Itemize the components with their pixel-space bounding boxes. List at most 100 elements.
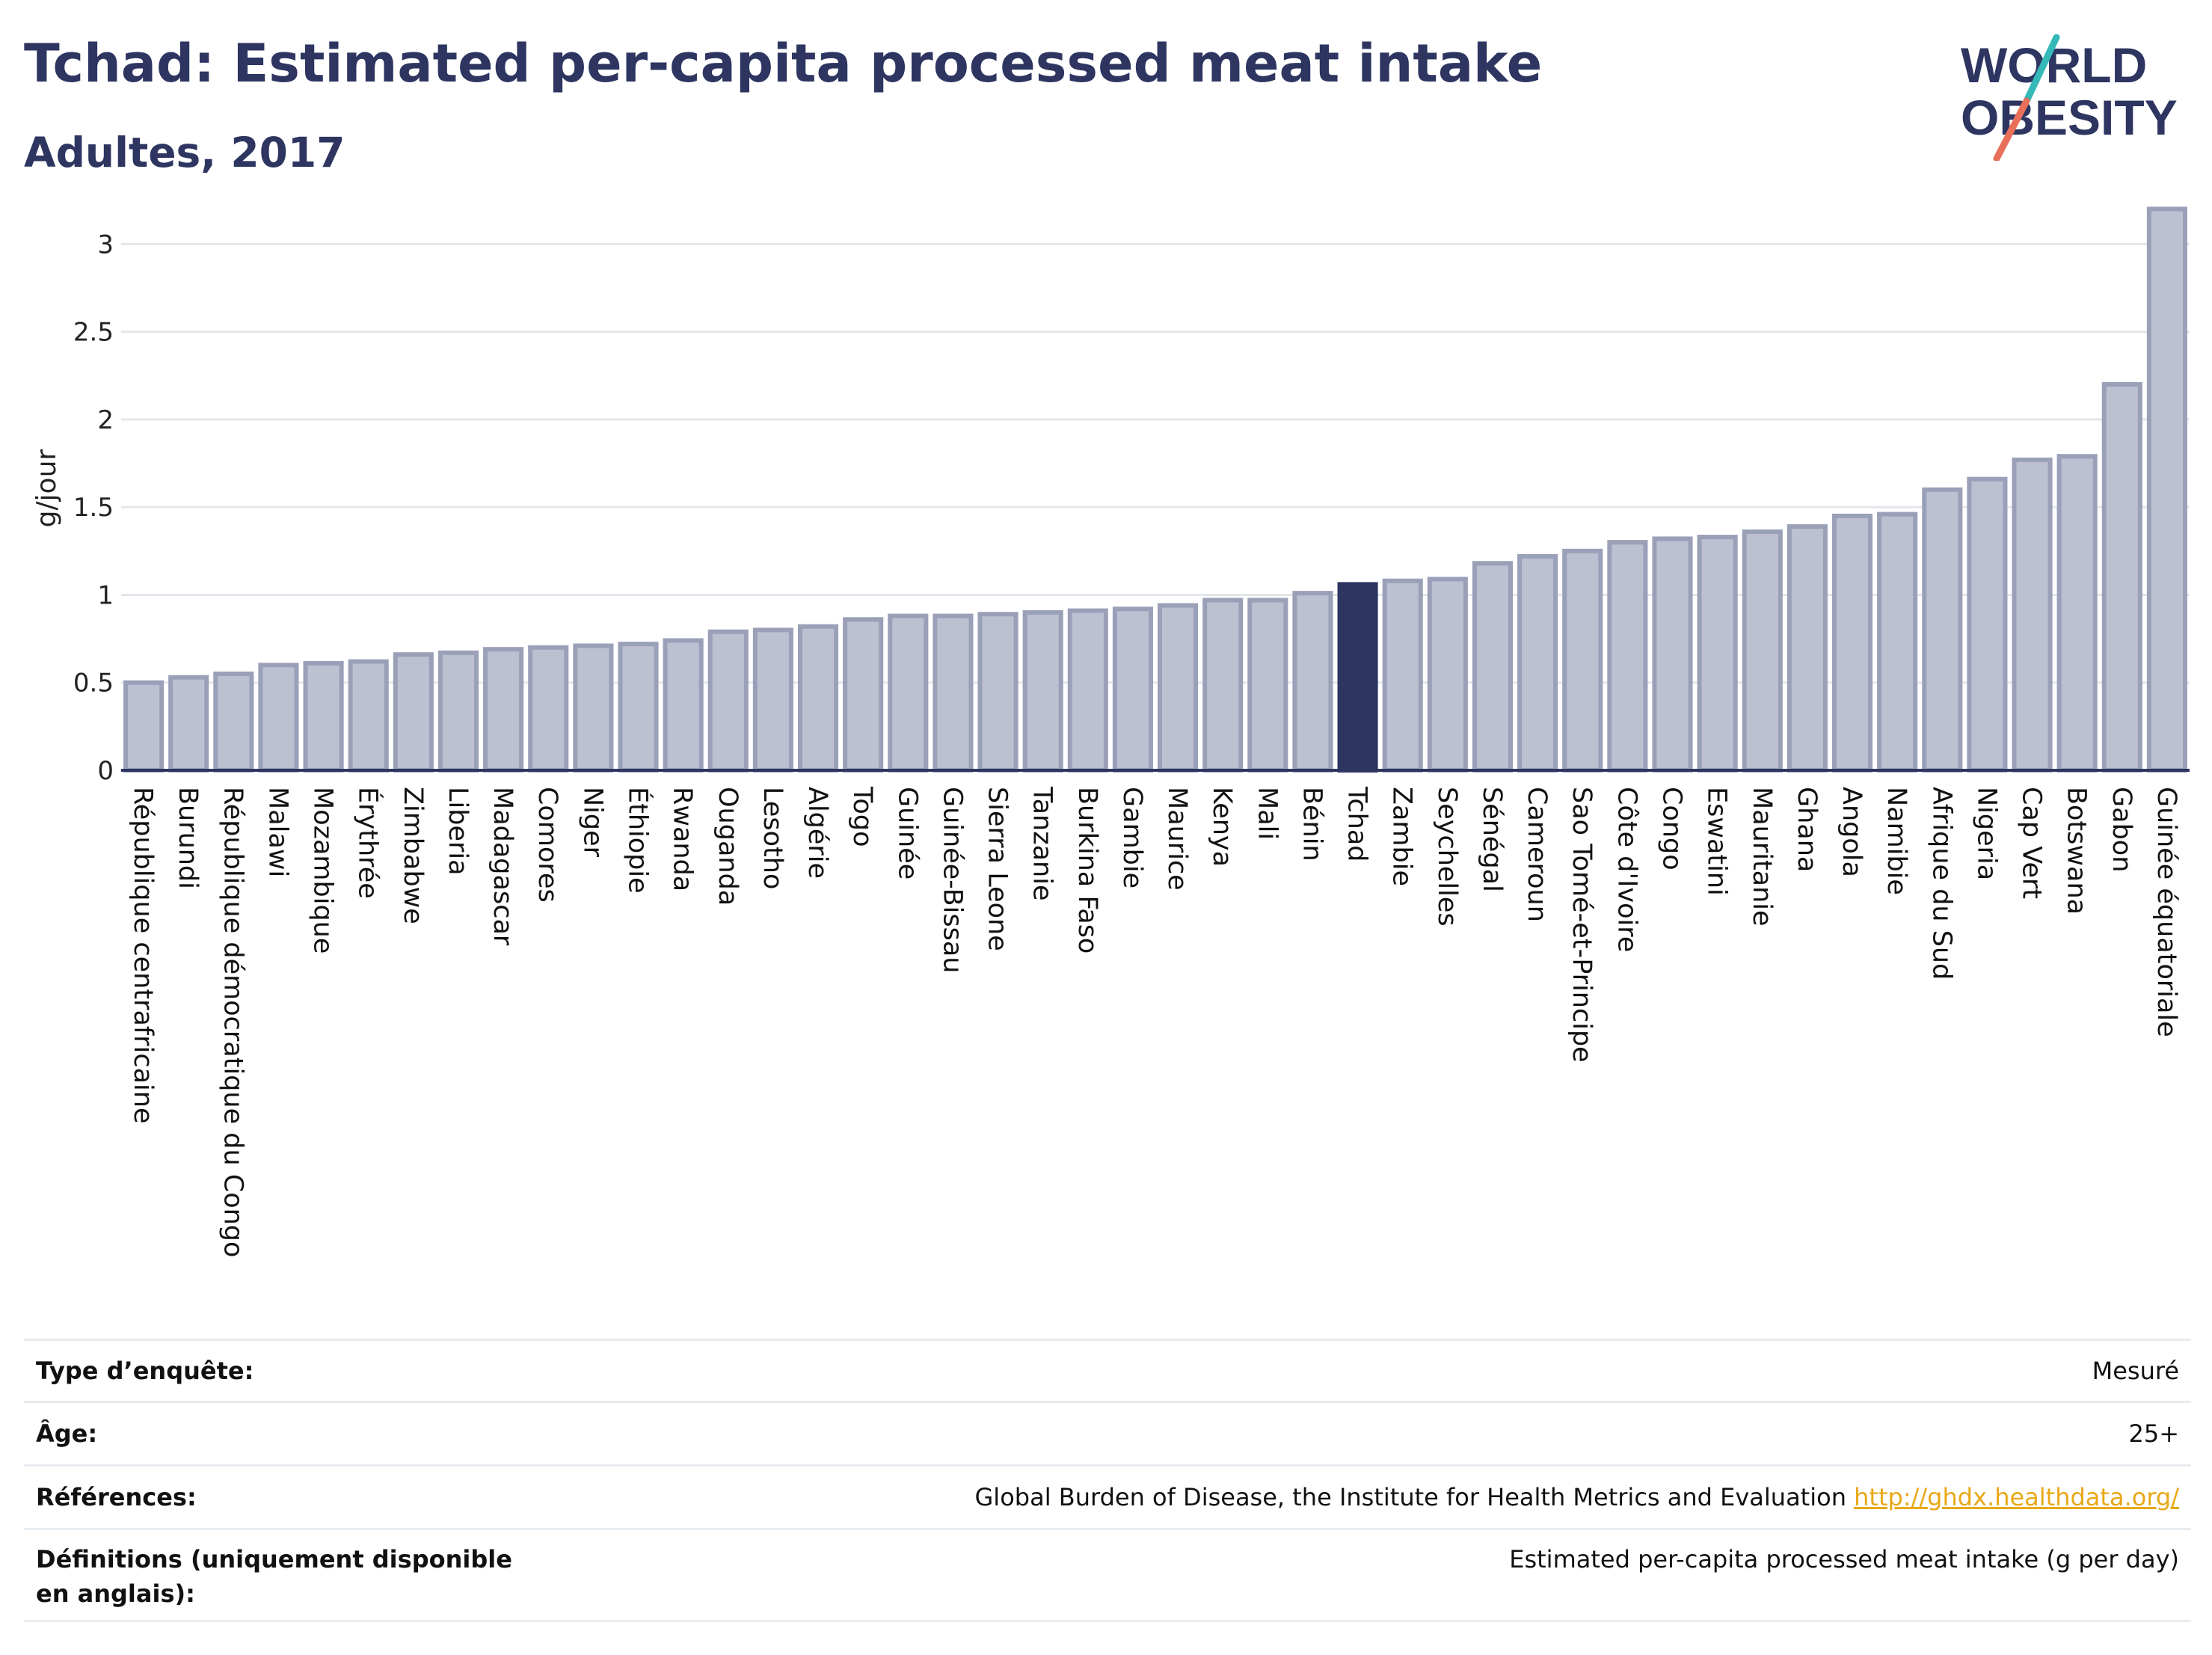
chart-title: Tchad: Estimated per-capita processed me… xyxy=(24,33,1543,94)
bar xyxy=(1427,577,1468,773)
y-tick-label: 2.5 xyxy=(73,318,114,348)
x-tick-label: Eswatini xyxy=(1702,787,1732,896)
x-tick-label: Mali xyxy=(1252,787,1282,840)
bar xyxy=(1697,535,1738,773)
x-tick-label: Gambie xyxy=(1117,787,1147,888)
bar xyxy=(1112,607,1153,773)
bar xyxy=(618,642,659,773)
x-tick-label: Botswana xyxy=(2062,787,2092,915)
x-tick-label: Lesotho xyxy=(758,787,787,889)
y-tick-label: 1 xyxy=(97,580,114,610)
x-tick-label: Éthiopie xyxy=(623,787,654,894)
info-row-definitions: Définitions (uniquement disponible en an… xyxy=(24,1528,2191,1622)
x-tick-label: Bénin xyxy=(1297,787,1327,862)
bar xyxy=(1472,561,1514,773)
info-value: 25+ xyxy=(2128,1419,2179,1448)
bar xyxy=(2146,206,2187,773)
x-tick-label: Comores xyxy=(532,787,562,903)
x-tick-label: Mauritanie xyxy=(1747,787,1777,927)
x-tick-label: Côte d'Ivoire xyxy=(1612,787,1641,952)
x-tick-label: Tanzanie xyxy=(1027,786,1057,900)
bar xyxy=(2012,457,2053,773)
x-tick-label: Rwanda xyxy=(668,787,698,891)
info-row-references: Références: Global Burden of Disease, th… xyxy=(24,1464,2191,1528)
y-tick-label: 2 xyxy=(97,405,114,435)
bar xyxy=(663,638,704,773)
world-obesity-logo: WORLD OBESITY xyxy=(1961,34,2178,161)
bar xyxy=(1877,512,1918,773)
info-label: Références: xyxy=(36,1483,197,1511)
logo-slash-coral xyxy=(1993,97,2030,161)
x-tick-label: Malawi xyxy=(262,787,292,877)
bar xyxy=(483,647,524,773)
bar xyxy=(348,659,389,773)
bar xyxy=(1292,591,1333,773)
x-tick-label: Congo xyxy=(1657,787,1687,871)
bar xyxy=(303,660,344,773)
y-tick-label: 3 xyxy=(97,230,114,260)
x-tick-label: Algérie xyxy=(802,787,832,879)
bar xyxy=(843,617,884,773)
x-tick-label: République démocratique du Congo xyxy=(218,787,248,1257)
x-tick-label: Ouganda xyxy=(713,787,743,906)
x-tick-label: Gabon xyxy=(2107,787,2136,872)
x-tick-label: Liberia xyxy=(443,787,473,876)
bar xyxy=(528,645,569,773)
bar-chart: 0 0.5 1 1.5 2 2.5 3 g/jour République centrafric… xyxy=(31,206,2190,1257)
bar xyxy=(393,652,434,773)
x-tick-label: Burkina Faso xyxy=(1072,787,1102,954)
info-label: Définitions (uniquement disponible en an… xyxy=(36,1545,512,1608)
bar xyxy=(1337,582,1378,773)
x-tick-label: Tchad xyxy=(1342,786,1372,862)
reference-text: Global Burden of Disease, the Institute … xyxy=(974,1483,1846,1511)
bar xyxy=(797,624,839,773)
bar xyxy=(1382,578,1423,773)
bar xyxy=(573,643,614,773)
x-tick-label: Maurice xyxy=(1162,787,1192,891)
y-axis-label: g/jour xyxy=(31,449,62,527)
x-tick-label: Togo xyxy=(847,786,877,847)
x-tick-label: Cameroun xyxy=(1522,787,1552,922)
x-tick-label: Guinée xyxy=(892,787,922,879)
bar xyxy=(2101,382,2142,773)
info-value: Global Burden of Disease, the Institute … xyxy=(975,1480,2180,1514)
bar xyxy=(1202,598,1244,773)
bar xyxy=(1517,553,1558,773)
info-value: Estimated per-capita processed meat inta… xyxy=(1509,1545,2179,1573)
bar xyxy=(1652,536,1693,773)
bar xyxy=(888,613,929,773)
bar xyxy=(168,675,209,773)
x-tick-label: Sénégal xyxy=(1477,787,1507,892)
reference-link[interactable]: http://ghdx.healthdata.org/ xyxy=(1854,1483,2179,1511)
bar xyxy=(213,672,254,773)
x-tick-label: Guinée équatoriale xyxy=(2151,787,2181,1037)
bar xyxy=(123,680,165,773)
x-tick-label: République centrafricaine xyxy=(128,787,158,1124)
x-tick-label: Ghana xyxy=(1792,787,1822,872)
x-tick-label: Niger xyxy=(577,787,607,858)
bar xyxy=(1562,548,1603,773)
x-tick-label: Nigeria xyxy=(1971,787,2001,880)
info-label: Âge: xyxy=(36,1419,98,1448)
x-tick-label: Érythrée xyxy=(353,787,384,899)
y-tick-label: 0 xyxy=(97,756,114,786)
x-tick-label: Sierra Leone xyxy=(983,787,1013,951)
x-tick-label: Cap Vert xyxy=(2017,787,2047,899)
bar xyxy=(1067,608,1108,773)
logo-slash-teal xyxy=(2023,34,2060,105)
bar xyxy=(1922,487,1963,773)
logo-line2: OBESITY xyxy=(1961,90,2178,145)
bar xyxy=(2056,454,2098,773)
x-tick-label: Sao Tomé-et-Principe xyxy=(1567,787,1597,1063)
x-tick-label: Kenya xyxy=(1207,787,1237,867)
x-tick-label: Zimbabwe xyxy=(398,787,428,924)
bar xyxy=(1247,598,1288,773)
x-tick-label: Angola xyxy=(1837,787,1867,877)
bar xyxy=(1607,540,1648,773)
info-table: Type d’enquête: Mesuré Âge: 25+ Référenc… xyxy=(24,1339,2191,1622)
bar xyxy=(1967,476,2008,773)
bar xyxy=(1787,523,1828,773)
x-tick-label: Namibie xyxy=(1881,787,1911,895)
x-tick-label: Zambie xyxy=(1387,787,1417,886)
x-tick-label: Mozambique xyxy=(308,787,338,954)
